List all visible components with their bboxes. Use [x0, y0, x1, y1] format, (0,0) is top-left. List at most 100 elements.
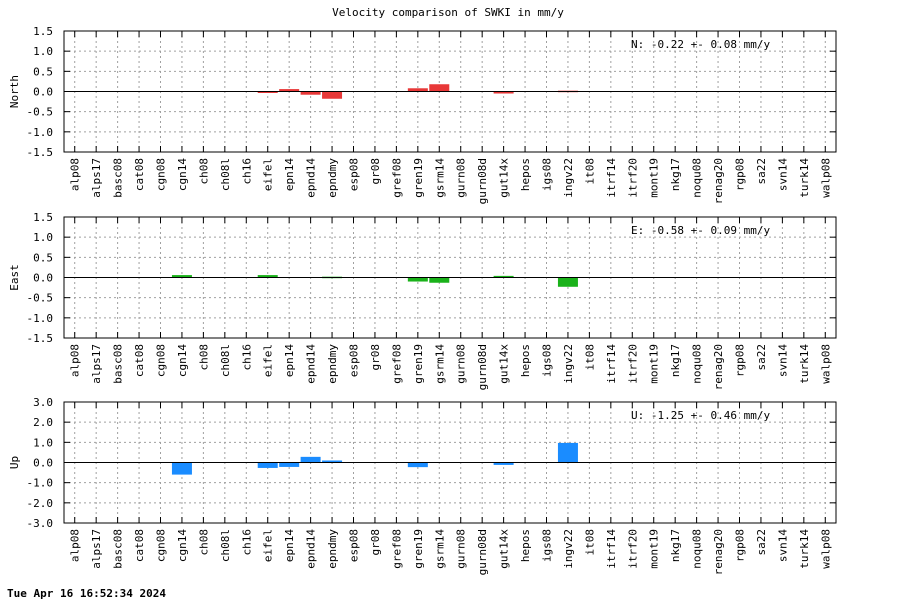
panel-2-bar-cgn14: [171, 275, 192, 278]
panel-2-category-label: gr08: [369, 344, 382, 371]
panel-3-ytick-label: 1.0: [33, 436, 53, 449]
panel-2-category-label: itrf20: [626, 344, 639, 384]
panel-3-category-label: epn14: [283, 529, 296, 562]
panel-1-ytick-label: 1.5: [33, 25, 53, 38]
panel-3-category-label: rgp08: [734, 529, 747, 562]
panel-2-category-label: basc08: [112, 344, 125, 384]
panel-2-bar-gren19: [407, 277, 428, 282]
panel-2-category-label: it08: [583, 344, 596, 371]
panel-1-bar-epnd14: [300, 91, 321, 95]
panel-3-ytick-label: -1.0: [27, 477, 54, 490]
panel-3-bar-epn14: [279, 462, 300, 467]
panel-1-category-label: igs08: [541, 158, 554, 191]
panel-3-category-label: it08: [583, 529, 596, 556]
panel-1-ytick-label: 0.0: [33, 86, 53, 99]
panel-3-category-label: mont19: [648, 529, 661, 569]
panel-3-category-label: alps17: [90, 529, 103, 569]
panel-2-ytick-label: 0.5: [33, 251, 53, 264]
panel-3-bar-epnd14: [300, 456, 321, 463]
panel-3-category-label: ch08l: [219, 529, 232, 562]
panel-1-category-label: gsrm14: [433, 158, 446, 198]
panel-2-ytick-label: -0.5: [27, 292, 54, 305]
panel-2-category-label: hepos: [519, 344, 532, 377]
panel-3-category-label: renag20: [712, 529, 725, 575]
panel-1-category-label: turk14: [798, 158, 811, 198]
panel-3-ytick-label: -3.0: [27, 517, 54, 530]
panel-2-category-label: ch16: [240, 344, 253, 371]
panel-3-category-label: gref08: [390, 529, 403, 569]
panel-3-category-label: basc08: [112, 529, 125, 569]
panel-2-category-label: igs08: [541, 344, 554, 377]
panel-3-category-label: gurn08d: [476, 529, 489, 575]
panel-3-category-label: ingv22: [562, 529, 575, 569]
panel-2-category-label: cat08: [133, 344, 146, 377]
panel-2-category-label: esp08: [348, 344, 361, 377]
panel-3-bar-eifel: [257, 462, 278, 468]
panel-1-category-label: ch08: [197, 158, 210, 185]
panel-1-category-label: epn14: [283, 158, 296, 191]
panel-2-category-label: epn14: [283, 344, 296, 377]
panel-3-category-label: nkg17: [669, 529, 682, 562]
panel-2-category-label: alps17: [90, 344, 103, 384]
panel-1-category-label: gr08: [369, 158, 382, 185]
panel-3-category-label: hepos: [519, 529, 532, 562]
panel-1-category-label: gut14x: [498, 158, 511, 198]
panel-1-category-label: eifel: [262, 158, 275, 191]
panel-2-category-label: gut14x: [498, 344, 511, 384]
panel-2-category-label: cgn08: [155, 344, 168, 377]
panel-1-category-label: rgp08: [734, 158, 747, 191]
panel-1-category-label: esp08: [348, 158, 361, 191]
panel-2-category-label: gref08: [390, 344, 403, 384]
panel-1-category-label: ch08l: [219, 158, 232, 191]
panel-3-category-label: gut14x: [498, 529, 511, 569]
panel-1-category-label: sa22: [755, 158, 768, 185]
panel-1-category-label: renag20: [712, 158, 725, 204]
panel-3-ytick-label: 2.0: [33, 416, 53, 429]
panel-1-category-label: gurn08d: [476, 158, 489, 204]
panel-2-ytick-label: 1.5: [33, 211, 53, 224]
panel-2-bar-gut14x: [493, 275, 514, 278]
panel-3-category-label: gurn08: [455, 529, 468, 569]
panel-3-bar-epndmy: [322, 460, 343, 463]
panel-2-bar-ingv22: [557, 277, 578, 287]
panel-2-category-label: itrf14: [605, 344, 618, 384]
panel-1-category-label: itrf14: [605, 158, 618, 198]
panel-3-category-label: cgn14: [176, 529, 189, 562]
panel-1-category-label: hepos: [519, 158, 532, 191]
panel-1-category-label: nkg17: [669, 158, 682, 191]
panel-2-category-label: nkg17: [669, 344, 682, 377]
panel-2-category-label: ch08l: [219, 344, 232, 377]
panel-2-annotation: E: -0.58 +- 0.09 mm/y: [631, 224, 770, 237]
panel-2-category-label: eifel: [262, 344, 275, 377]
panel-1-category-label: noqu08: [691, 158, 704, 198]
panel-1-bar-gren19: [407, 88, 428, 92]
panel-2-category-label: gren19: [412, 344, 425, 384]
panel-2-ytick-label: 1.0: [33, 231, 53, 244]
panel-2-category-label: turk14: [798, 344, 811, 384]
panel-3-category-label: epndmy: [326, 529, 339, 569]
panel-3-bar-gren19: [407, 462, 428, 468]
panel-2-category-label: ingv22: [562, 344, 575, 384]
panel-1-annotation: N: -0.22 +- 0.08 mm/y: [631, 38, 770, 51]
panel-1-category-label: cgn08: [155, 158, 168, 191]
panel-1-ytick-label: -1.0: [27, 126, 54, 139]
panel-1-bar-epn14: [279, 89, 300, 92]
panel-1-category-label: it08: [583, 158, 596, 185]
panel-2-ylabel: East: [8, 264, 21, 291]
panel-2-category-label: ch08: [197, 344, 210, 371]
panel-1-category-label: svn14: [776, 158, 789, 191]
panel-1-category-label: walp08: [819, 158, 832, 198]
panel-2-category-label: epndmy: [326, 344, 339, 384]
panel-3-category-label: epnd14: [305, 529, 318, 569]
panel-1-category-label: cat08: [133, 158, 146, 191]
panel-3-category-label: cgn08: [155, 529, 168, 562]
panel-2-category-label: gsrm14: [433, 344, 446, 384]
panel-3-category-label: noqu08: [691, 529, 704, 569]
panel-3-category-label: gsrm14: [433, 529, 446, 569]
panel-3-category-label: esp08: [348, 529, 361, 562]
panel-1-category-label: mont19: [648, 158, 661, 198]
panel-2-category-label: sa22: [755, 344, 768, 371]
panel-3-ytick-label: -2.0: [27, 497, 54, 510]
panel-2-bar-eifel: [257, 275, 278, 278]
